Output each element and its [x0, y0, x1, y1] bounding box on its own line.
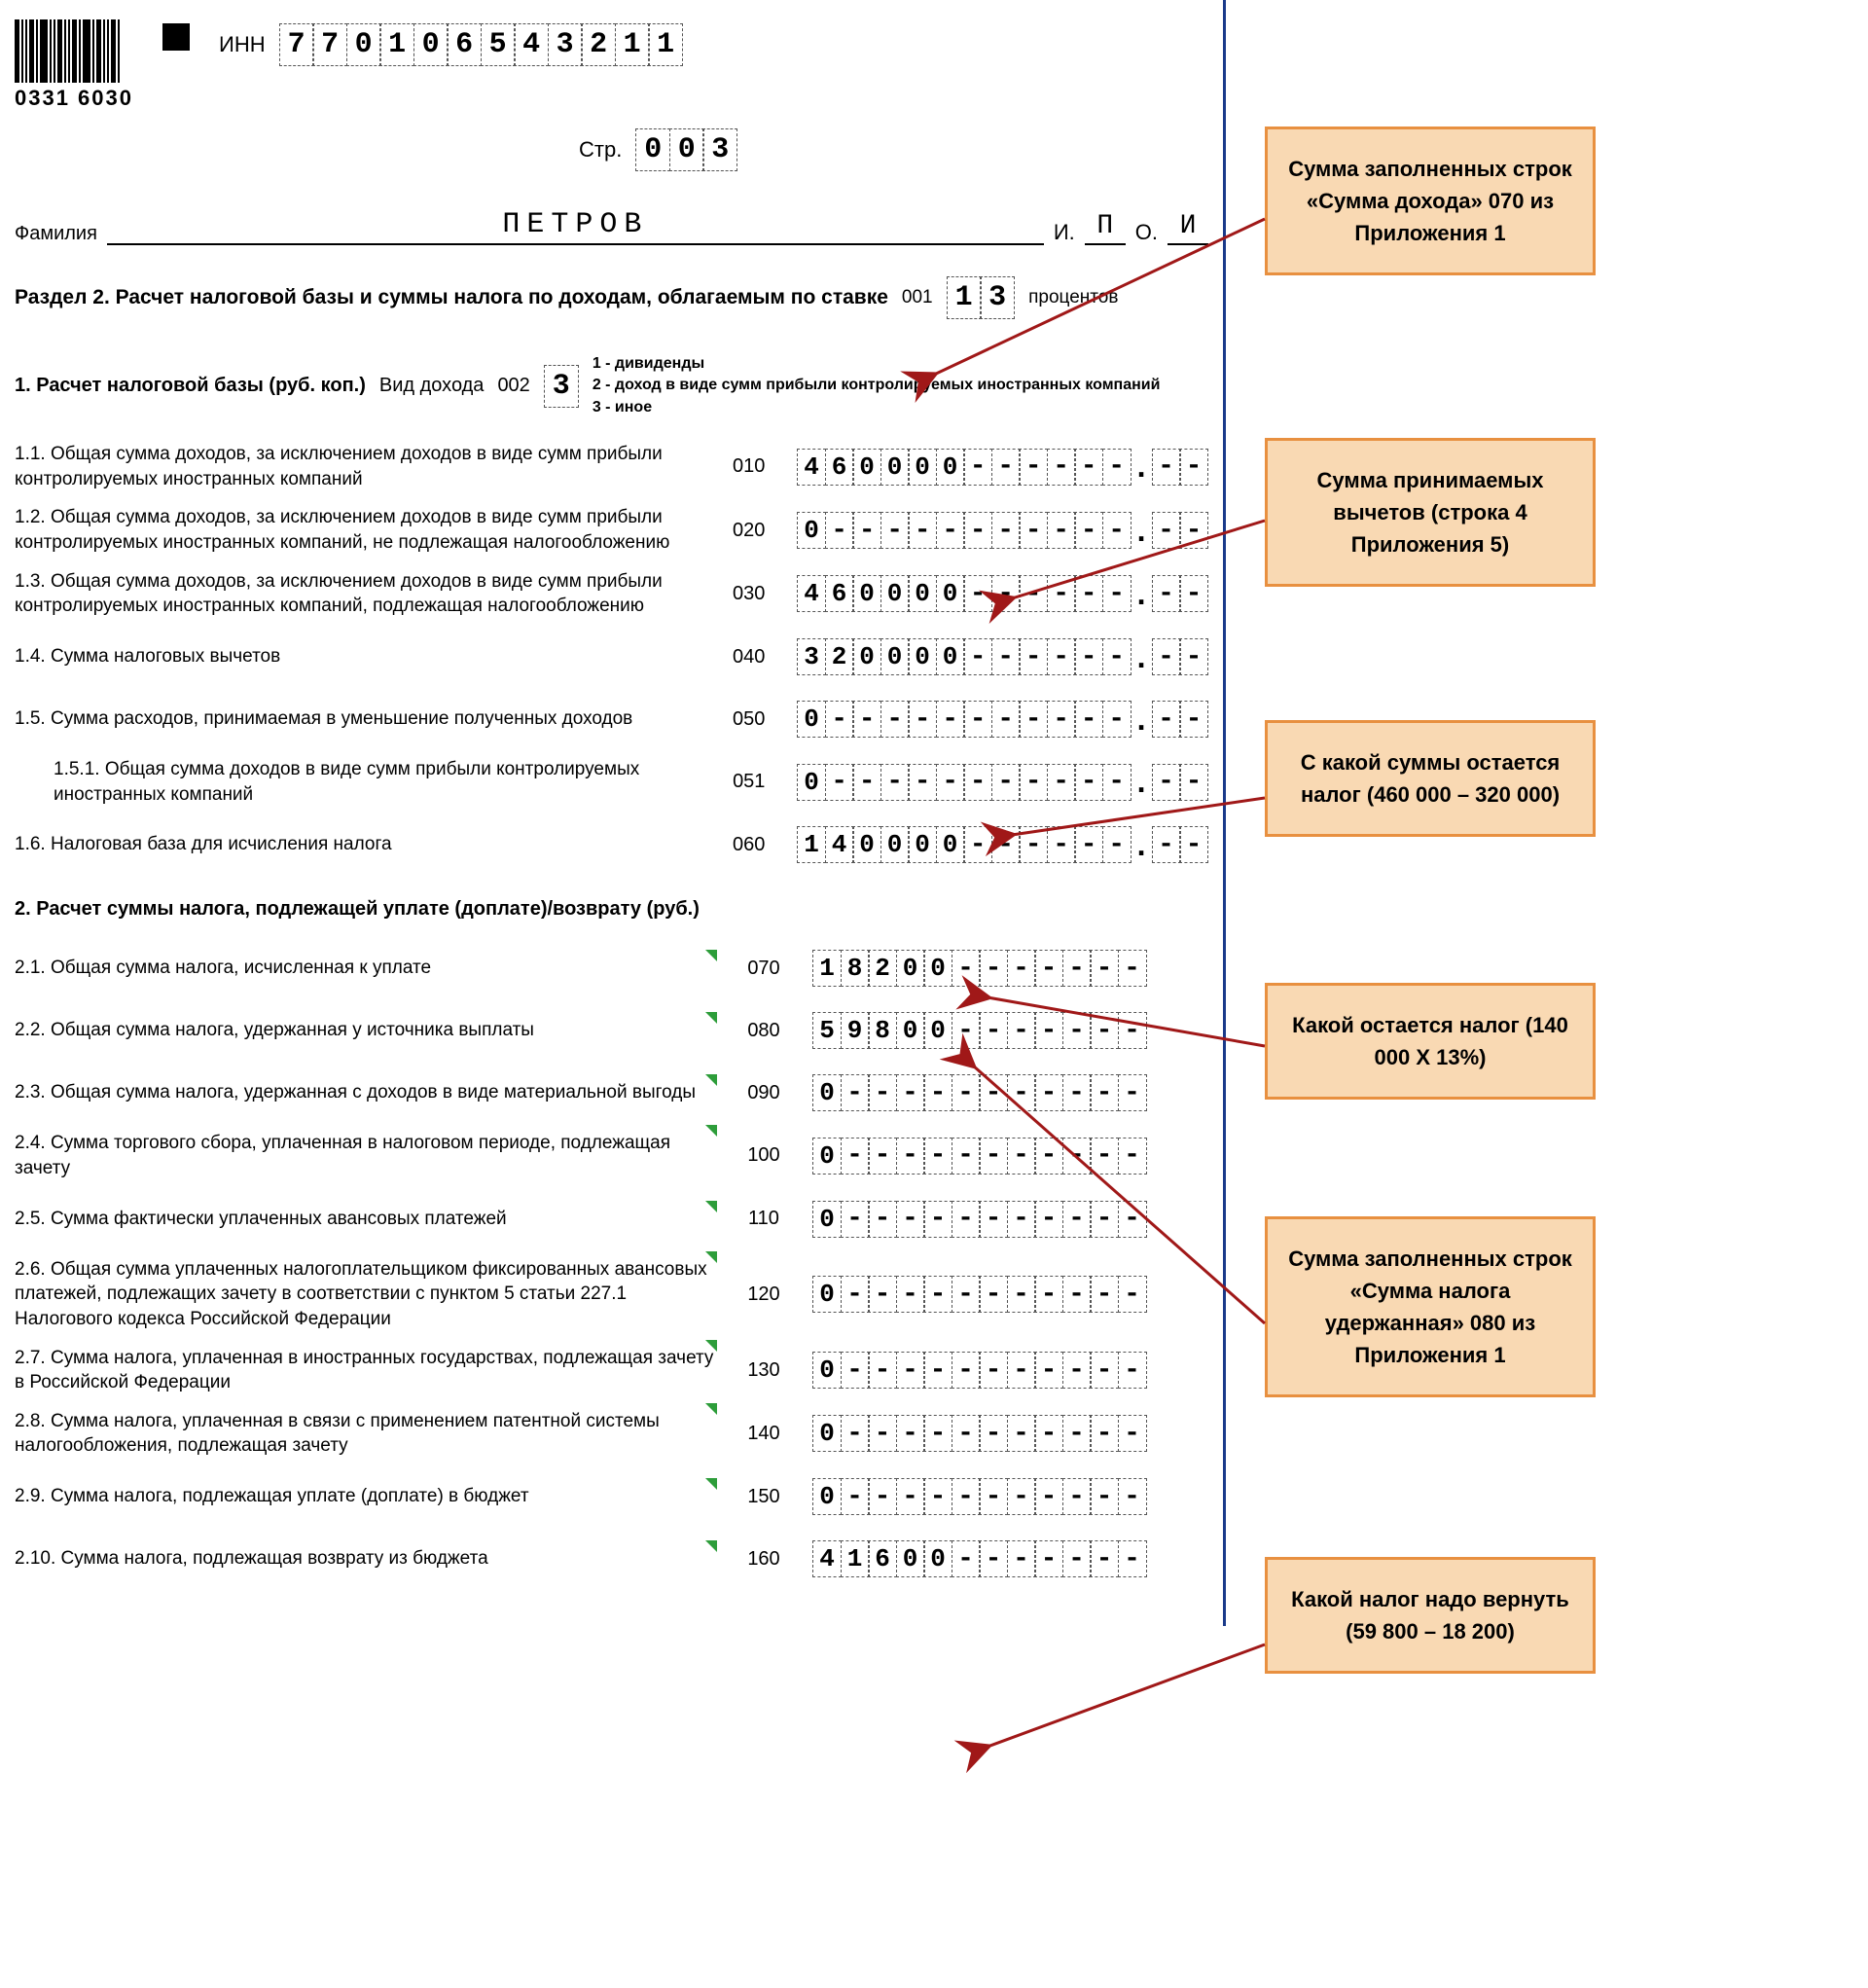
form-line-130: 2.7. Сумма налога, уплаченная в иностран…	[15, 1346, 1208, 1395]
barcode-text: 0331 6030	[15, 86, 133, 111]
form-line-070: 2.1. Общая сумма налога, исчисленная к у…	[15, 944, 1208, 993]
form-line-160: 2.10. Сумма налога, подлежащая возврату …	[15, 1535, 1208, 1583]
form-line-040: 1.4. Сумма налоговых вычетов040320000---…	[15, 633, 1208, 681]
initial-o: И	[1168, 211, 1208, 245]
surname-label: Фамилия	[15, 223, 97, 245]
i-label: И.	[1054, 220, 1075, 245]
note-3: С какой суммы остается налог (460 000 – …	[1265, 720, 1596, 837]
form-line-051: 1.5.1. Общая сумма доходов в виде сумм п…	[15, 757, 1208, 807]
tax-form: 0331 6030 ИНН 770106543211 Стр. 003 Фами…	[0, 0, 1226, 1626]
note-1: Сумма заполненных строк «Сумма дохода» 0…	[1265, 127, 1596, 275]
form-line-030: 1.3. Общая сумма доходов, за исключением…	[15, 569, 1208, 619]
form-line-100: 2.4. Сумма торгового сбора, уплаченная в…	[15, 1131, 1208, 1180]
form-line-080: 2.2. Общая сумма налога, удержанная у ис…	[15, 1006, 1208, 1055]
annotations-panel: Сумма заполненных строк «Сумма дохода» 0…	[1226, 0, 1868, 1626]
form-line-090: 2.3. Общая сумма налога, удержанная с до…	[15, 1068, 1208, 1117]
form-line-010: 1.1. Общая сумма доходов, за исключением…	[15, 442, 1208, 491]
page-label: Стр.	[579, 137, 622, 163]
form-line-140: 2.8. Сумма налога, уплаченная в связи с …	[15, 1409, 1208, 1459]
form-line-060: 1.6. Налоговая база для исчисления налог…	[15, 820, 1208, 869]
page-cells: 003	[635, 128, 737, 171]
inn-cells: 770106543211	[279, 23, 684, 66]
income-type-notes: 1 - дивиденды 2 - доход в виде сумм приб…	[593, 353, 1161, 418]
barcode: 0331 6030	[15, 19, 133, 111]
sub2-heading: 2. Расчет суммы налога, подлежащей уплат…	[15, 898, 1208, 921]
o-label: О.	[1135, 220, 1158, 245]
note-2: Сумма принимаемых вычетов (строка 4 Прил…	[1265, 438, 1596, 587]
note-5: Сумма заполненных строк «Сумма налога уд…	[1265, 1216, 1596, 1397]
note-4: Какой остается налог (140 000 Х 13%)	[1265, 983, 1596, 1100]
initial-i: П	[1085, 211, 1126, 245]
section2-heading: Раздел 2. Расчет налоговой базы и суммы …	[15, 276, 1208, 319]
form-line-020: 1.2. Общая сумма доходов, за исключением…	[15, 505, 1208, 555]
surname: ПЕТРОВ	[107, 208, 1044, 245]
black-square	[162, 23, 190, 51]
note-6: Какой налог надо вернуть (59 800 – 18 20…	[1265, 1557, 1596, 1674]
form-line-120: 2.6. Общая сумма уплаченных налогоплател…	[15, 1257, 1208, 1332]
inn-label: ИНН	[219, 32, 266, 57]
form-line-050: 1.5. Сумма расходов, принимаемая в умень…	[15, 695, 1208, 743]
form-line-150: 2.9. Сумма налога, подлежащая уплате (до…	[15, 1472, 1208, 1521]
form-line-110: 2.5. Сумма фактически уплаченных авансов…	[15, 1195, 1208, 1244]
sub1-heading: 1. Расчет налоговой базы (руб. коп.) Вид…	[15, 353, 1208, 418]
